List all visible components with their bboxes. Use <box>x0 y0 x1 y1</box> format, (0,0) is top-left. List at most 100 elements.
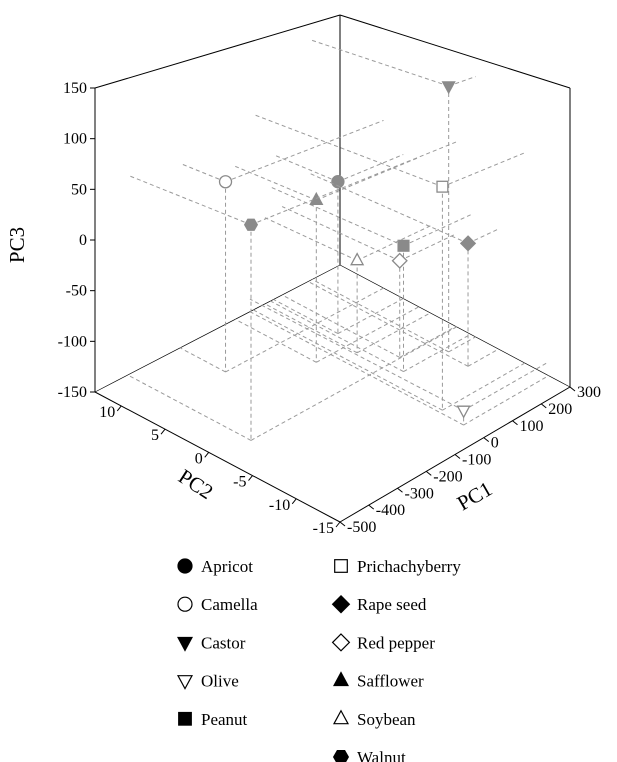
y-tick-label: 0 <box>195 450 203 467</box>
guide-line <box>281 294 400 358</box>
point <box>397 239 410 252</box>
x-tick-label: 300 <box>577 384 601 401</box>
x-tick <box>512 420 518 426</box>
x-tick <box>454 454 461 459</box>
x-tick <box>339 521 346 527</box>
box-edge <box>339 264 571 388</box>
guide-line <box>442 152 526 188</box>
x-tick-label: -400 <box>376 502 405 519</box>
guide-line <box>448 336 476 353</box>
legend-marker <box>177 558 193 574</box>
z-tick-label: -150 <box>58 384 87 401</box>
y-tick <box>291 498 297 505</box>
point <box>456 405 471 419</box>
legend-label: Castor <box>201 633 246 652</box>
guide-line <box>442 362 526 411</box>
guide-line <box>307 172 469 244</box>
guide-line <box>307 281 469 367</box>
box-edge <box>94 264 341 393</box>
legend-marker <box>176 675 194 690</box>
guide-line <box>316 306 420 363</box>
guide-line <box>311 39 449 87</box>
z-tick-label: 50 <box>71 181 87 198</box>
guide-line <box>253 309 443 411</box>
guide-line <box>250 326 457 441</box>
legend-label: Camella <box>201 595 258 614</box>
guide-line <box>127 174 252 226</box>
guide-line <box>403 333 471 373</box>
z-tick-label: 100 <box>63 131 87 148</box>
guide-line <box>337 154 404 183</box>
y-tick <box>248 475 253 481</box>
point <box>243 218 259 231</box>
guide-line <box>179 162 226 183</box>
guide-line <box>311 279 449 353</box>
guide-line <box>463 361 549 411</box>
guide-line <box>467 348 499 367</box>
guide-line <box>179 347 226 373</box>
guide-line <box>127 374 252 441</box>
guide-line <box>235 165 317 201</box>
point <box>331 175 345 189</box>
point <box>441 81 456 95</box>
x-tick <box>540 403 547 409</box>
guide-line <box>281 206 400 262</box>
guide-line <box>225 119 384 183</box>
z-axis-label: PC3 <box>5 227 29 263</box>
x-tick-label: -500 <box>347 519 376 536</box>
point <box>436 180 449 193</box>
box-edge <box>339 14 571 89</box>
guide-line <box>249 298 464 411</box>
guide-line <box>463 375 549 426</box>
y-tick-label: 10 <box>99 404 115 421</box>
legend-marker <box>332 709 350 725</box>
guide-line <box>253 113 443 188</box>
point <box>218 175 233 189</box>
legend-marker <box>176 636 194 652</box>
legend-label: Apricot <box>201 557 253 576</box>
x-tick-label: 200 <box>548 401 572 418</box>
x-tick <box>483 437 490 443</box>
legend-label: Walnut <box>357 748 406 762</box>
x-tick-label: 100 <box>520 418 544 435</box>
legend-label: Olive <box>201 672 239 691</box>
x-tick-label: -200 <box>433 468 462 485</box>
guide-line <box>356 225 431 261</box>
legend-label: Peanut <box>201 710 248 729</box>
y-tick-label: -15 <box>313 520 334 537</box>
y-axis-line <box>94 391 341 523</box>
z-tick-label: 150 <box>63 80 87 97</box>
z-tick-label: -50 <box>66 283 87 300</box>
x-tick-label: -300 <box>405 485 434 502</box>
point <box>350 252 365 266</box>
y-tick-label: 5 <box>151 427 159 444</box>
guide-line <box>273 299 339 335</box>
guide-line <box>225 287 384 373</box>
guide-line <box>270 300 404 373</box>
guide-line <box>448 76 476 87</box>
z-tick-label: 0 <box>79 232 87 249</box>
legend-label: Prichachyberry <box>357 557 461 576</box>
y-tick <box>160 428 166 435</box>
guide-line <box>399 233 457 262</box>
guide-line <box>249 311 464 426</box>
legend-marker <box>332 750 350 762</box>
guide-line <box>264 217 358 261</box>
point <box>459 235 477 252</box>
guide-line <box>235 318 317 363</box>
legend-marker <box>331 594 351 614</box>
guide-line <box>250 141 457 226</box>
guide-line <box>316 156 420 201</box>
x-tick <box>425 470 432 476</box>
y-tick-label: -5 <box>233 474 246 491</box>
guide-line <box>467 228 499 244</box>
point <box>391 252 408 269</box>
y-tick <box>204 452 210 458</box>
guide-line <box>337 298 404 335</box>
legend-marker <box>334 559 348 573</box>
y-tick <box>116 405 122 412</box>
y-tick <box>335 521 341 528</box>
y-tick-label: -10 <box>269 497 290 514</box>
legend-marker <box>332 671 350 687</box>
